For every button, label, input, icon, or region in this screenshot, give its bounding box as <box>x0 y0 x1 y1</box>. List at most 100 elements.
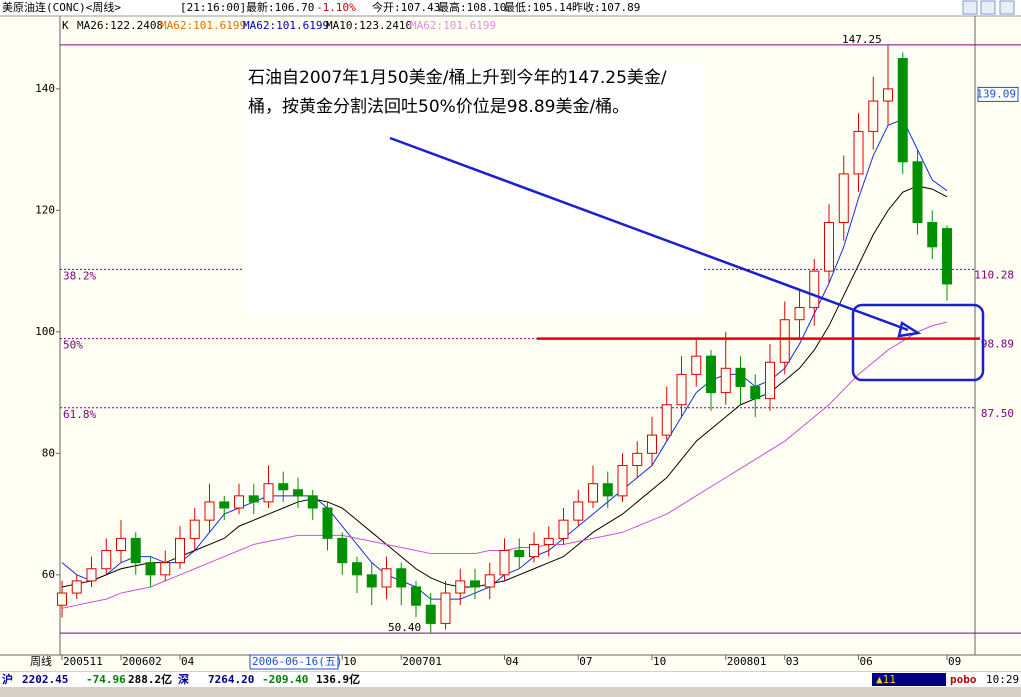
candle-body <box>470 580 480 588</box>
candle-body <box>293 489 303 497</box>
cursor-date-box <box>249 654 339 670</box>
ma-legend-item: MA62:101.6199 <box>160 19 246 32</box>
y-tick-label: 60 <box>42 568 55 581</box>
candle-body <box>263 483 274 503</box>
status-clock: 10:29 <box>986 673 1019 686</box>
nav-button[interactable] <box>962 0 978 15</box>
candle-body <box>160 562 171 576</box>
extreme-label: 50.40 <box>388 621 421 634</box>
candle-body <box>543 537 554 545</box>
candle-body <box>352 562 362 576</box>
nav-button[interactable] <box>980 0 996 15</box>
candle-body <box>57 592 67 606</box>
candle-body <box>381 568 392 588</box>
x-tick-label: 200511 <box>63 655 103 668</box>
ma-legend-item: MA10:123.2410 <box>326 19 412 32</box>
quote-time: [21:16:00] <box>180 1 246 14</box>
status-item: 288.2亿 <box>128 672 172 686</box>
fib-name: 50% <box>63 339 83 352</box>
candle-body <box>558 519 569 539</box>
ma-legend-item: MA62:101.6199 <box>410 19 496 32</box>
candle-body <box>765 361 775 400</box>
candle-body <box>145 562 156 576</box>
price-marker: 139.09 <box>976 87 1016 100</box>
status-item: -209.40 <box>262 673 308 686</box>
candle-body <box>116 537 126 552</box>
candle-body <box>897 58 908 163</box>
index-strip <box>0 672 1021 687</box>
candle-body <box>853 130 864 175</box>
candle-body <box>307 495 318 509</box>
candle-body <box>175 537 185 564</box>
candle-body <box>927 222 938 248</box>
candle-body <box>101 550 112 570</box>
y-tick-label: 140 <box>35 82 55 95</box>
instrument-title: 美原油连(CONC)<周线> <box>2 0 121 14</box>
candle-body <box>396 568 407 588</box>
candle-body <box>130 537 141 564</box>
quote-field: 最高:108.10 <box>438 0 506 14</box>
nav-button[interactable] <box>999 0 1015 15</box>
candle-body <box>735 367 746 388</box>
status-item: 2202.45 <box>22 673 68 686</box>
x-tick-label: 04 <box>506 655 520 668</box>
y-tick-label: 120 <box>35 203 55 216</box>
candle-body <box>588 483 598 503</box>
x-tick-label: 200801 <box>727 655 767 668</box>
candle-body <box>706 355 716 394</box>
candle-body <box>691 355 702 375</box>
x-tick-label: 200701 <box>402 655 442 668</box>
quote-field: -1.10% <box>316 1 356 14</box>
status-alert: ▲11 <box>876 673 896 686</box>
quote-field: 最新:106.70 <box>246 0 314 14</box>
x-tick-label: 07 <box>579 655 592 668</box>
candle-body <box>455 580 466 594</box>
candle-body <box>868 100 879 132</box>
status-item: -74.96 <box>86 673 126 686</box>
status-item: 沪 <box>2 672 13 686</box>
candle-body <box>71 580 82 594</box>
candle-body <box>883 88 893 102</box>
candle-body <box>824 222 834 272</box>
legend-prefix: K <box>62 19 69 32</box>
candle-body <box>204 501 215 521</box>
status-item: 136.9亿 <box>316 672 360 686</box>
candle-body <box>809 270 820 309</box>
status-item: 深 <box>178 672 189 686</box>
candle-body <box>337 537 348 564</box>
x-tick-label: 06 <box>860 655 873 668</box>
candle-body <box>440 592 451 624</box>
x-tick-label: 10 <box>343 655 356 668</box>
candle-body <box>942 228 952 285</box>
x-tick-label: 200602 <box>122 655 162 668</box>
candle-body <box>529 543 539 558</box>
annotation: 石油自2007年1月50美金/桶上升到今年的147.25美金/桶，按黄金分割法回… <box>244 62 704 313</box>
y-tick-label: 80 <box>42 446 55 459</box>
candle-body <box>573 501 584 521</box>
ma-legend-item: MA26:122.2408 <box>77 19 163 32</box>
cursor-date: 2006-06-16(五) <box>252 655 342 668</box>
ma-legend-item: MA62:101.6199 <box>243 19 329 32</box>
extreme-label: 147.25 <box>842 33 882 46</box>
fib-name: 38.2% <box>63 269 96 282</box>
candle-body <box>278 483 289 491</box>
fib-price: 87.50 <box>981 407 1014 420</box>
status-item: 7264.20 <box>208 673 254 686</box>
candle-body <box>234 495 244 509</box>
candle-body <box>499 550 510 576</box>
x-tick-label: 09 <box>948 655 961 668</box>
candle-body <box>617 464 628 497</box>
candle-body <box>661 404 672 436</box>
candle-body <box>411 586 421 606</box>
candle-body <box>322 507 333 539</box>
quote-field: 今开:107.43 <box>372 0 440 14</box>
candle-body <box>86 568 97 582</box>
y-tick-label: 100 <box>35 325 55 338</box>
candle-body <box>602 483 613 497</box>
alert-box <box>872 673 946 686</box>
x-tick-label: 04 <box>181 655 195 668</box>
quote-field: 最低:105.14 <box>504 1 573 14</box>
candle-body <box>912 161 923 224</box>
candle-body <box>366 574 377 588</box>
candle-body <box>779 319 790 363</box>
